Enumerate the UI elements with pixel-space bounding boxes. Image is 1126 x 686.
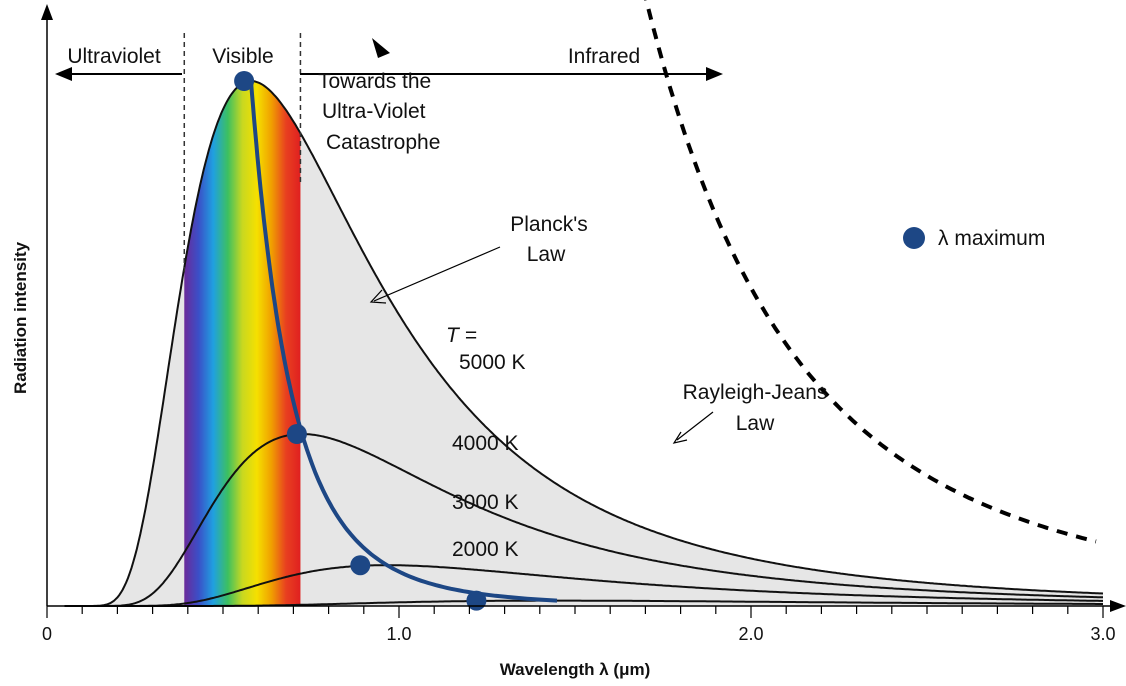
rayleigh-jeans-label-line-2: Law [736, 412, 775, 435]
legend-lambda-max-label: λ maximum [938, 227, 1045, 250]
region-label-infrared: Infrared [568, 45, 640, 68]
curve-5000k-area [64, 81, 1104, 606]
rayleigh-jeans-label-line-1: Rayleigh-Jeans [683, 381, 828, 404]
lambda-max-line [249, 80, 558, 603]
towards-uv-catastrophe-line-2: Ultra-Violet [322, 100, 426, 123]
curve-4000k [64, 433, 1103, 607]
legend-lambda-max-marker [903, 227, 925, 249]
region-label-visible: Visible [212, 45, 273, 68]
planck-law-label-line-2: Law [527, 243, 566, 266]
planck-law-pointer-arrowhead-icon [369, 289, 387, 304]
towards-uv-catastrophe-line-1: Towards the [318, 70, 431, 93]
x-tick-label: 1.0 [386, 624, 411, 644]
region-label-ultraviolet: Ultraviolet [67, 45, 161, 68]
planck-law-label-line-1: Planck's [510, 213, 588, 236]
series-label-2000k: 2000 K [452, 538, 519, 561]
rayleigh-jeans-curve [644, 0, 1097, 544]
rayleigh-jeans-pointer-arrowhead-icon [672, 431, 688, 444]
uv-catastrophe-arrowhead-icon [372, 38, 390, 58]
x-axis-arrowhead-icon [1110, 600, 1126, 612]
x-tick-label: 0 [42, 624, 52, 644]
x-tick-label: 3.0 [1090, 624, 1115, 644]
series-label-4000k: 4000 K [452, 432, 519, 455]
lambda-max-point-3000k [350, 555, 371, 576]
towards-uv-catastrophe-line-3: Catastrophe [326, 131, 440, 154]
curve-3000k [64, 564, 1103, 607]
series-label-3000k: 3000 K [452, 491, 519, 514]
x-axis-title: Wavelength λ (μm) [500, 660, 651, 679]
y-axis-arrowhead-icon [41, 4, 53, 20]
series-label-5000k-prefix: T = [446, 324, 477, 347]
rayleigh-jeans-pointer [676, 411, 714, 441]
planck-law-pointer [373, 246, 501, 302]
lambda-max-point-5000k [234, 71, 255, 91]
x-tick-label: 2.0 [738, 624, 763, 644]
lambda-max-point-4000k [286, 424, 307, 444]
ultraviolet-arrowhead-icon [55, 67, 72, 81]
infrared-arrowhead-icon [706, 67, 723, 81]
series-label-5000k: 5000 K [459, 351, 526, 374]
y-axis-title: Radiation intensity [11, 241, 30, 394]
